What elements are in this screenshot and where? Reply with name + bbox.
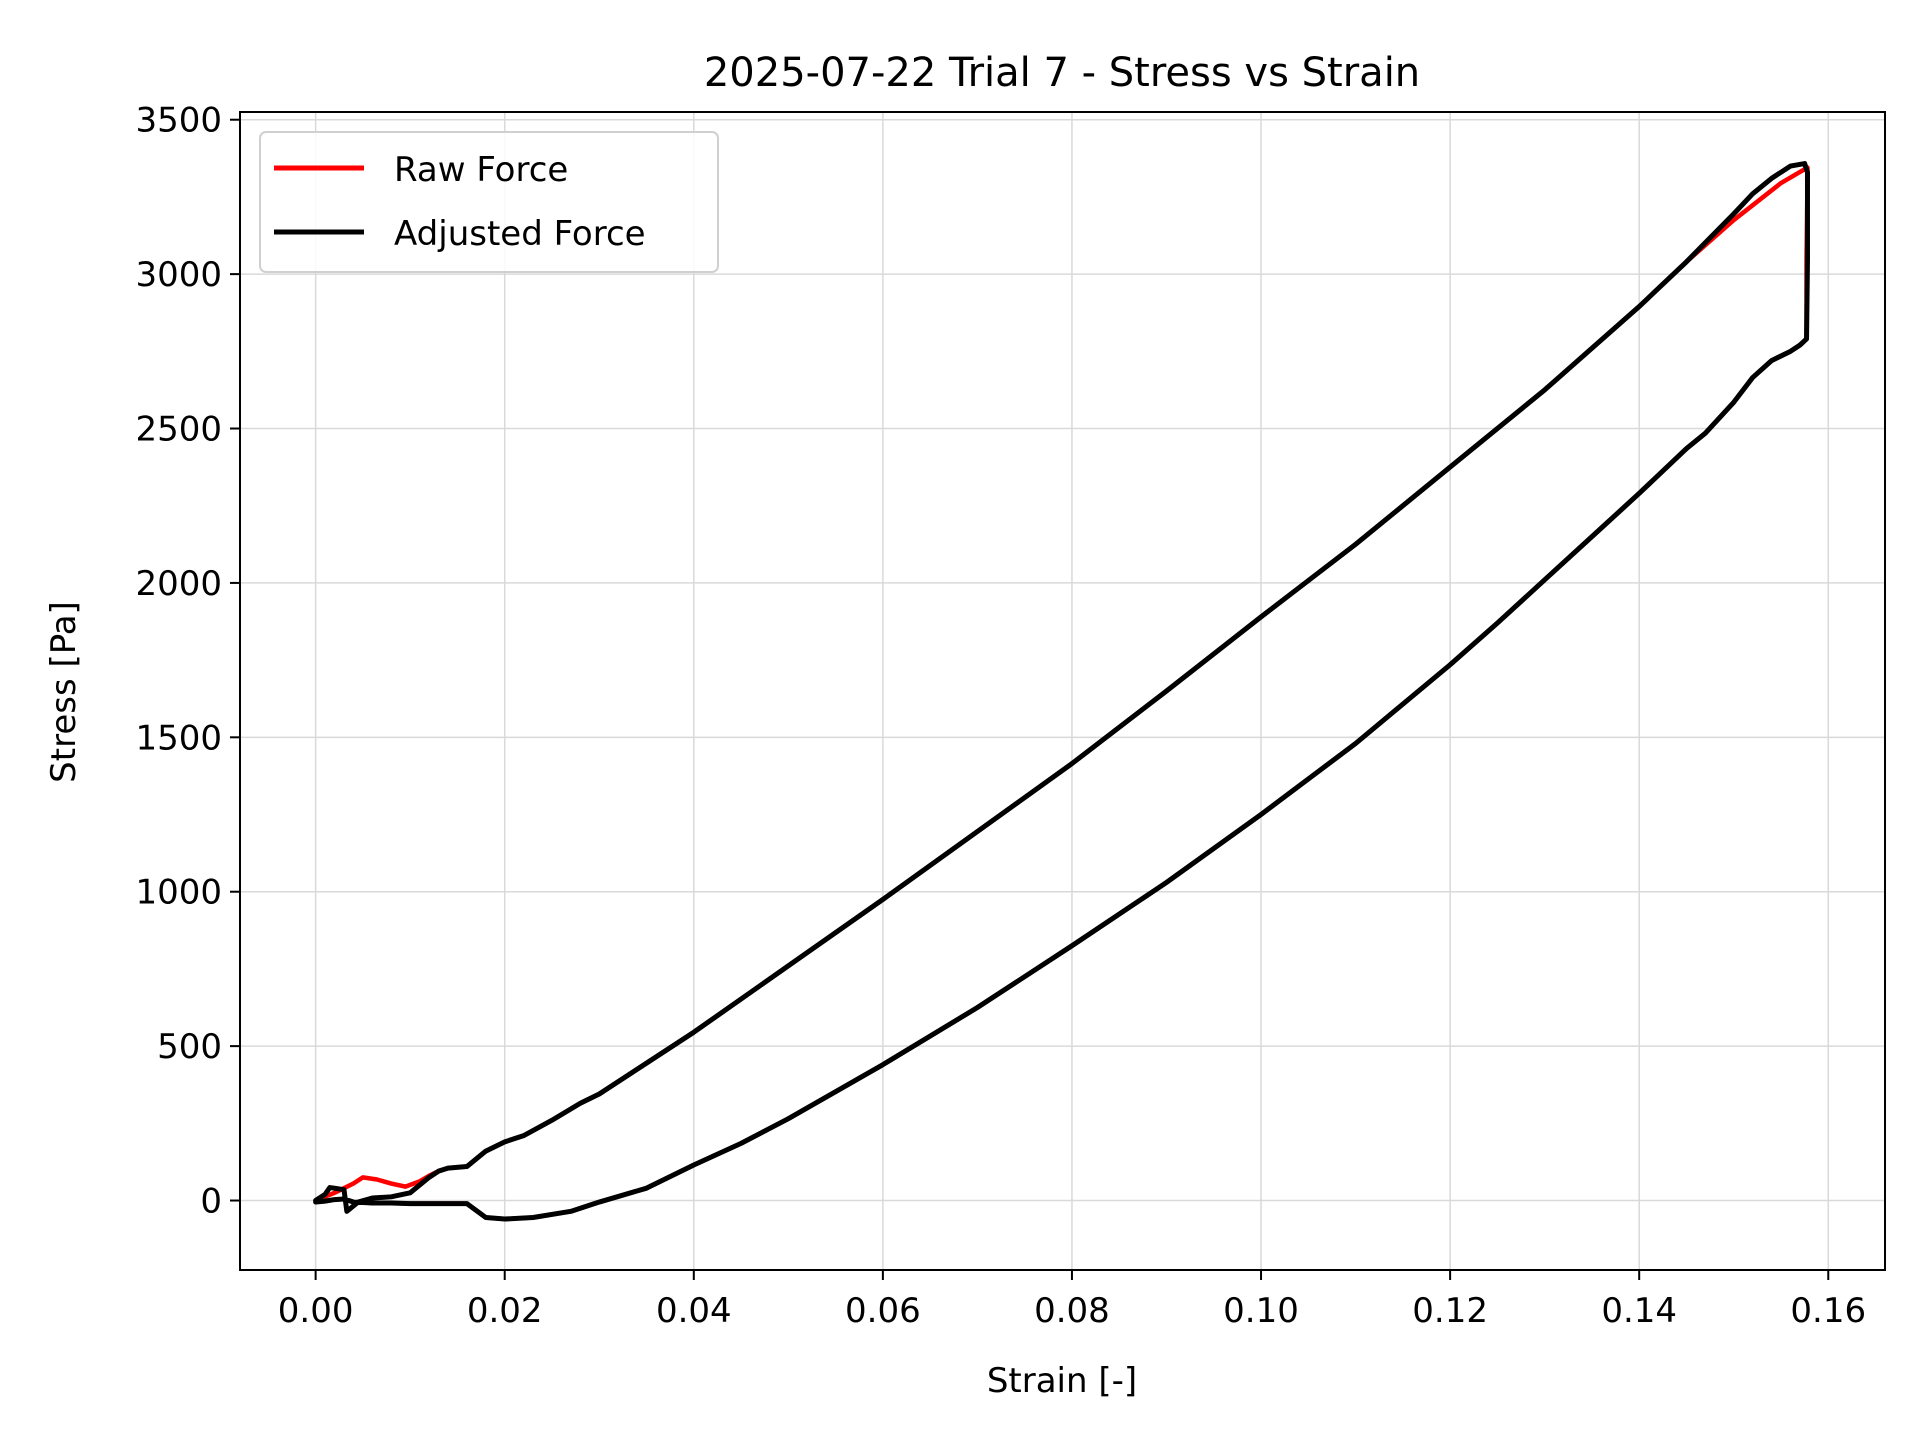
y-tick-label: 1000: [135, 873, 222, 913]
legend-label-adjusted-force: Adjusted Force: [394, 214, 646, 254]
tick-layer: 0.00 0.02 0.04 0.06 0.08 0.10 0.12 0.14 0.16 0 500…: [135, 101, 1866, 1331]
y-axis-label: Stress [Pa]: [44, 601, 84, 783]
plot-frame: [239, 111, 1886, 1271]
x-tick-label: 0.12: [1412, 1291, 1488, 1331]
x-tick-label: 0.06: [845, 1291, 921, 1331]
y-tick-label: 2000: [135, 564, 222, 604]
legend: Raw Force Adjusted Force: [259, 131, 719, 273]
legend-frame: [259, 131, 719, 273]
y-tick-label: 3000: [135, 255, 222, 295]
x-tick-label: 0.16: [1790, 1291, 1866, 1331]
series-layer: [313, 161, 1810, 1222]
x-tick-label: 0.04: [656, 1291, 732, 1331]
x-tick-label: 0.02: [467, 1291, 543, 1331]
legend-label-raw-force: Raw Force: [394, 150, 568, 190]
y-tick-label: 500: [157, 1027, 222, 1067]
x-tick-label: 0.10: [1223, 1291, 1299, 1331]
x-axis-label: Strain [-]: [987, 1361, 1137, 1401]
chart-title: 2025-07-22 Trial 7 - Stress vs Strain: [704, 50, 1420, 96]
x-tick-label: 0.00: [278, 1291, 354, 1331]
y-tick-label: 3500: [135, 101, 222, 141]
y-tick-label: 2500: [135, 410, 222, 450]
y-tick-label: 0: [200, 1182, 222, 1222]
x-tick-label: 0.08: [1034, 1291, 1110, 1331]
x-tick-label: 0.14: [1601, 1291, 1677, 1331]
series-line-adjusted-force: [313, 161, 1810, 1222]
y-tick-label: 1500: [135, 718, 222, 758]
